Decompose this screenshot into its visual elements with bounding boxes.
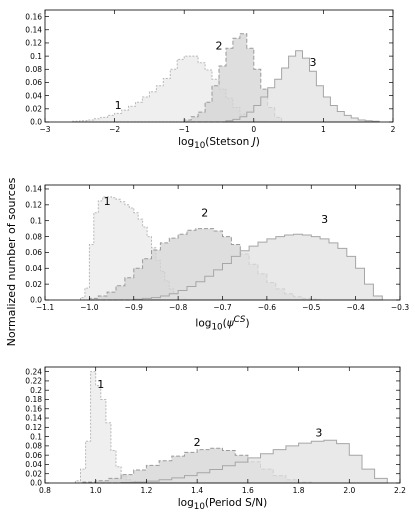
y-tick-label: 0.22 [25, 377, 42, 386]
series-label-2: 2 [201, 207, 208, 220]
histogram-series-2 [183, 33, 283, 123]
x-tick-label: −3 [39, 125, 50, 134]
x-axis-label-text: log10(Stetson J) [178, 136, 260, 152]
x-axis-label: log10(ψCS) [195, 315, 250, 332]
y-tick-label: 0.1 [30, 52, 42, 61]
x-axis-label-text: log10(Period S/N) [177, 497, 268, 513]
y-tick-label: 0.06 [25, 78, 42, 87]
series-label-3: 3 [310, 56, 317, 69]
x-tick-label: −0.7 [213, 303, 231, 312]
y-tick-label: 0.04 [25, 460, 42, 469]
y-tick-label: 0.14 [25, 25, 42, 34]
shared-y-axis-label: Normalized number of sources [5, 177, 18, 346]
y-tick-label: 0.12 [25, 39, 42, 48]
y-tick-label: 0.16 [25, 404, 42, 413]
axes-frame [44, 366, 401, 484]
y-tick-label: 0.02 [25, 105, 42, 114]
histogram-series-3 [225, 50, 380, 123]
panel-psi-cs: 1 2 3 −1.1 −1.0 −0.9 −0.8 −0.7 −0.6 −0.5 −0.4 −0.3 0… [25, 184, 409, 332]
x-tick-label: 2 [391, 125, 396, 134]
x-tick-label: 1.4 [191, 486, 203, 495]
y-tick-label: 0.14 [25, 414, 42, 423]
x-tick-label: 1.6 [242, 486, 254, 495]
y-tick-label: 0.1 [30, 216, 42, 225]
histogram-series-3 [133, 233, 383, 301]
y-tick-label: 0.04 [25, 264, 42, 273]
x-tick-label: 0.8 [39, 486, 51, 495]
y-tick-label: 0.16 [25, 12, 42, 21]
y-tick-label: 0.08 [25, 442, 42, 451]
series-label-1: 1 [104, 195, 111, 208]
histogram-series-1 [74, 371, 147, 484]
x-tick-label: −0.9 [125, 303, 143, 312]
x-tick-label: 1.2 [140, 486, 152, 495]
x-tick-label: −0.4 [347, 303, 365, 312]
series-label-1: 1 [97, 378, 104, 391]
panel-stetson-j: 1 2 3 −3 −2 −1 0 1 2 0.0 0.02 0.04 0.06 0.08 0.1 0.12 0.… [25, 9, 396, 152]
x-tick-label: −0.8 [169, 303, 187, 312]
axes-frame [44, 9, 394, 123]
series-label-3: 3 [321, 213, 328, 226]
x-tick-label: 2.2 [394, 486, 406, 495]
y-tick-label: 0.06 [25, 248, 42, 257]
x-tick-label: −0.3 [391, 303, 409, 312]
y-tick-label: 0.2 [30, 386, 42, 395]
y-tick-label: 0.12 [25, 423, 42, 432]
y-tick-label: 0.0 [30, 296, 42, 305]
series-label-2: 2 [194, 436, 201, 449]
x-tick-label: −1.0 [80, 303, 98, 312]
y-tick-label: 0.0 [30, 118, 42, 127]
histogram-series-3 [120, 439, 388, 484]
series-label-1: 1 [115, 99, 122, 112]
x-axis-label: log10(Period S/N) [177, 497, 268, 513]
x-tick-label: −1.1 [36, 303, 54, 312]
y-tick-label: 0.12 [25, 201, 42, 210]
x-tick-label: 1 [321, 125, 326, 134]
x-tick-label: −1 [179, 125, 190, 134]
y-tick-label: 0.02 [25, 469, 42, 478]
y-tick-label: 0.08 [25, 232, 42, 241]
y-tick-label: 0.24 [25, 367, 42, 376]
y-tick-label: 0.18 [25, 395, 42, 404]
y-tick-label: 0.0 [30, 479, 42, 488]
x-tick-label: 1.0 [90, 486, 102, 495]
series-label-2: 2 [216, 40, 223, 53]
x-tick-label: 2.0 [343, 486, 355, 495]
x-tick-label: −0.6 [258, 303, 276, 312]
y-tick-label: 0.04 [25, 91, 42, 100]
x-axis-label: log10(Stetson J) [178, 136, 260, 152]
x-tick-label: −2 [109, 125, 120, 134]
y-tick-label: 0.06 [25, 451, 42, 460]
x-tick-label: 0 [251, 125, 256, 134]
y-tick-label: 0.1 [30, 432, 42, 441]
y-tick-label: 0.02 [25, 280, 42, 289]
x-tick-label: 1.8 [293, 486, 305, 495]
x-axis-label-text: log10(ψCS) [195, 315, 250, 332]
series-label-3: 3 [315, 427, 322, 440]
x-tick-label: −0.5 [302, 303, 320, 312]
y-tick-label: 0.08 [25, 65, 42, 74]
y-tick-label: 0.14 [25, 185, 42, 194]
